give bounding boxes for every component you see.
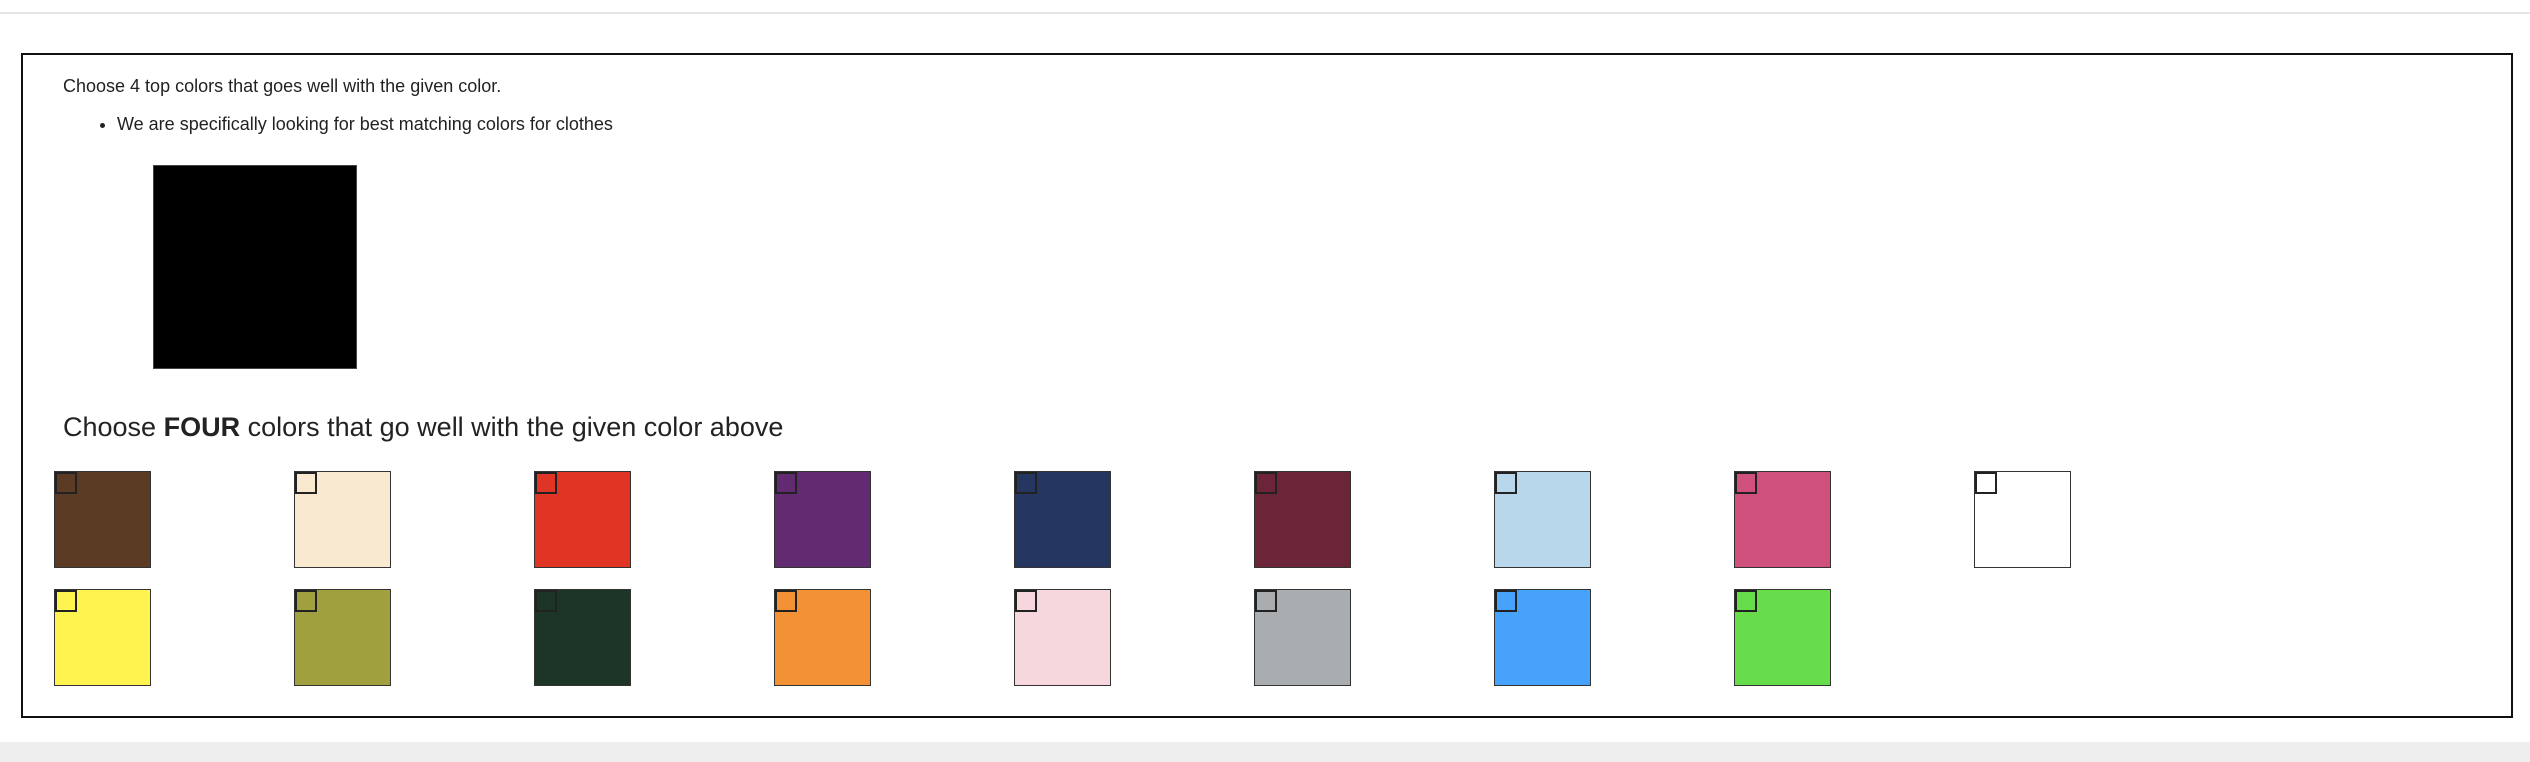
color-option-swatch[interactable] <box>1494 471 1591 568</box>
color-option-swatch[interactable] <box>1734 589 1831 686</box>
color-option-swatch[interactable] <box>1974 471 2071 568</box>
color-option-checkbox[interactable] <box>55 590 77 612</box>
color-option-swatch[interactable] <box>294 471 391 568</box>
color-option-swatch[interactable] <box>1254 471 1351 568</box>
color-option-swatch[interactable] <box>774 471 871 568</box>
color-option-checkbox[interactable] <box>775 590 797 612</box>
color-option-checkbox[interactable] <box>1495 472 1517 494</box>
color-option-swatch[interactable] <box>1254 589 1351 686</box>
color-option-swatch[interactable] <box>54 471 151 568</box>
color-option-swatch[interactable] <box>534 589 631 686</box>
color-option-checkbox[interactable] <box>1015 590 1037 612</box>
page-footer-band <box>0 742 2530 762</box>
color-option-checkbox[interactable] <box>1735 590 1757 612</box>
color-option-swatch[interactable] <box>774 589 871 686</box>
color-option-checkbox[interactable] <box>1015 472 1037 494</box>
color-option-swatch[interactable] <box>1014 589 1111 686</box>
color-option-checkbox[interactable] <box>1255 590 1277 612</box>
instruction-text: Choose 4 top colors that goes well with … <box>63 76 502 96</box>
question-prefix: Choose <box>63 412 164 442</box>
color-option-checkbox[interactable] <box>1735 472 1757 494</box>
color-option-checkbox[interactable] <box>295 590 317 612</box>
color-option-checkbox[interactable] <box>535 590 557 612</box>
instruction-bullet: We are specifically looking for best mat… <box>117 113 613 135</box>
color-option-checkbox[interactable] <box>55 472 77 494</box>
color-options-grid <box>54 471 2154 693</box>
question-emphasis: FOUR <box>163 412 241 442</box>
color-option-swatch[interactable] <box>1014 471 1111 568</box>
color-option-swatch[interactable] <box>1734 471 1831 568</box>
color-option-checkbox[interactable] <box>535 472 557 494</box>
question-suffix: colors that go well with the given color… <box>240 412 784 442</box>
task-panel: Choose 4 top colors that goes well with … <box>21 53 2513 718</box>
top-divider <box>0 12 2530 14</box>
color-option-checkbox[interactable] <box>1975 472 1997 494</box>
color-option-checkbox[interactable] <box>1495 590 1517 612</box>
question-heading: Choose FOUR colors that go well with the… <box>63 411 783 443</box>
color-option-swatch[interactable] <box>294 589 391 686</box>
instruction-bullets: We are specifically looking for best mat… <box>89 113 613 135</box>
given-color-swatch <box>153 165 357 369</box>
color-option-checkbox[interactable] <box>1255 472 1277 494</box>
color-option-swatch[interactable] <box>1494 589 1591 686</box>
color-option-checkbox[interactable] <box>775 472 797 494</box>
color-option-checkbox[interactable] <box>295 472 317 494</box>
color-option-swatch[interactable] <box>534 471 631 568</box>
color-option-swatch[interactable] <box>54 589 151 686</box>
